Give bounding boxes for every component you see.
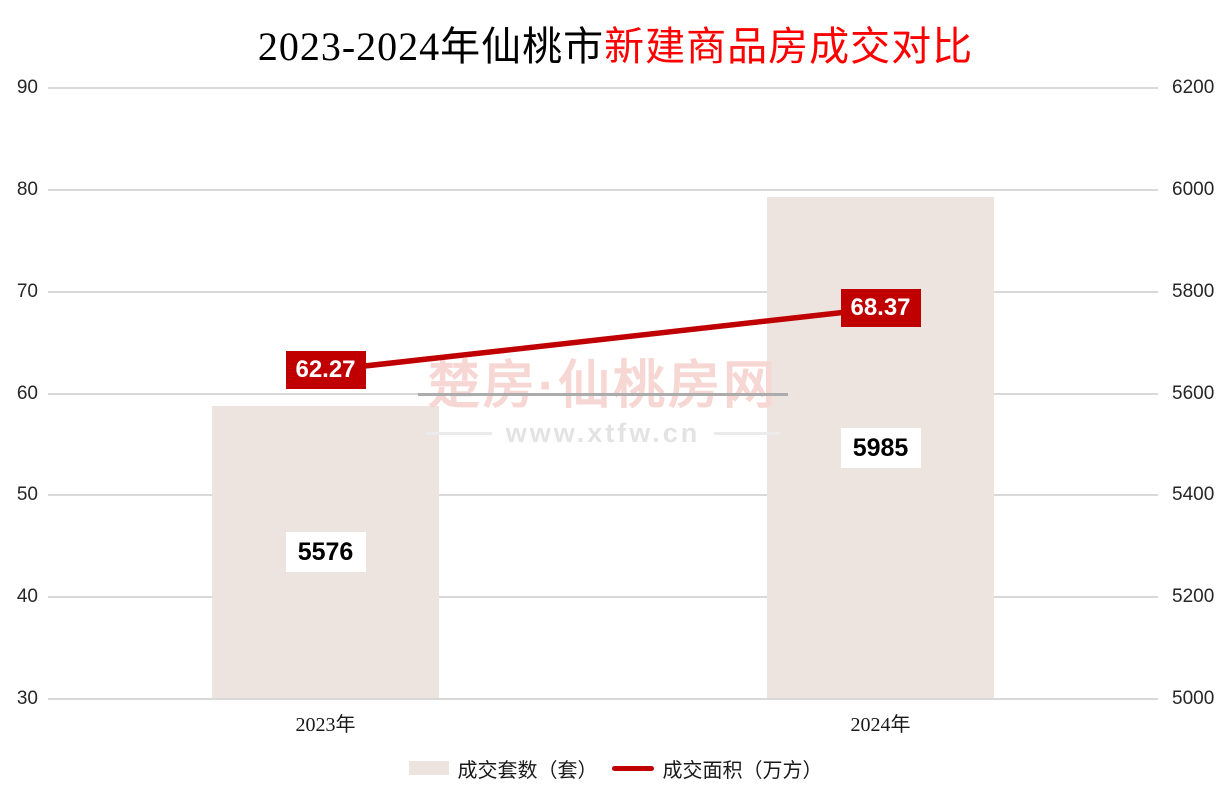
chart-title-red-part: 新建商品房成交对比	[604, 24, 974, 69]
gridline	[48, 596, 1158, 599]
bar-value-label: 5985	[840, 428, 921, 469]
left-axis-tick: 40	[16, 586, 38, 608]
gridline	[48, 290, 1158, 293]
gridline	[48, 87, 1158, 89]
chart-title: 2023-2024年仙桃市新建商品房成交对比	[0, 14, 1231, 72]
left-axis-tick: 50	[16, 484, 38, 506]
chart-title-black-part: 2023-2024年仙桃市	[257, 24, 605, 69]
right-axis-tick: 5000	[1172, 688, 1215, 709]
legend-item-line-series: 成交面积（万方）	[611, 754, 823, 783]
right-axis-tick: 6000	[1172, 178, 1215, 200]
x-axis-label: 2024年	[850, 714, 911, 736]
line-value-label: 68.37	[840, 289, 921, 328]
line-series-path	[322, 305, 884, 374]
right-axis-tick: 6200	[1172, 77, 1215, 98]
left-axis-tick: 80	[16, 178, 38, 200]
gridline	[48, 698, 1158, 700]
legend-item-bar-series: 成交套数（套）	[408, 754, 598, 783]
right-axis-tick: 5800	[1172, 280, 1215, 302]
bar-value-label: 5576	[285, 532, 366, 573]
bar-series-label: 成交套数（套）	[457, 759, 598, 782]
right-axis-tick: 5600	[1172, 382, 1215, 404]
line-series-label: 成交面积（万方）	[662, 759, 823, 782]
right-axis-tick: 5400	[1172, 484, 1215, 506]
right-axis-tick: 5200	[1172, 586, 1215, 608]
gridline	[48, 494, 1158, 497]
left-axis-tick: 60	[16, 382, 38, 404]
line-series-swatch	[611, 765, 654, 771]
left-axis-tick: 70	[16, 280, 38, 302]
chart-legend: 成交套数（套） 成交面积（万方）	[0, 750, 1231, 786]
line-value-label: 62.27	[285, 351, 366, 390]
left-axis-tick: 90	[16, 77, 38, 98]
left-axis-tick: 30	[16, 688, 38, 709]
bar-series-swatch	[408, 761, 449, 775]
gridline	[48, 188, 1158, 191]
x-axis-label: 2023年	[295, 714, 356, 736]
